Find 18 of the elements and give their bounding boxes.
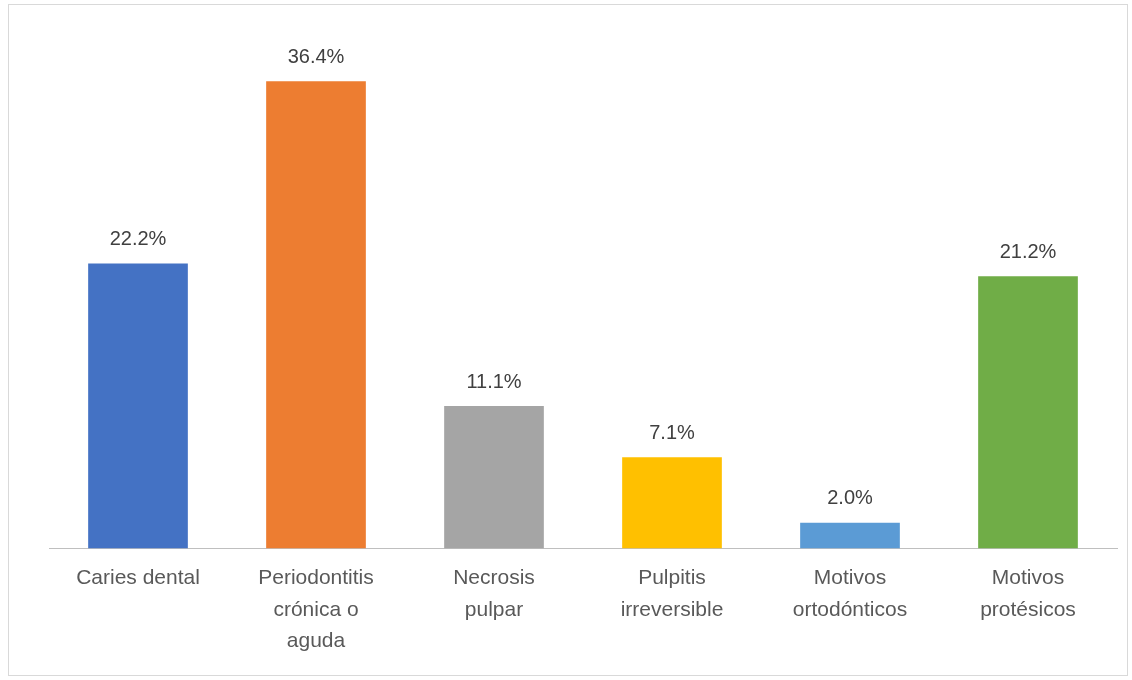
x-tick-label: Periodontitis crónica o aguda	[258, 565, 374, 652]
data-label: 36.4%	[287, 44, 345, 67]
data-label: 11.1%	[466, 369, 522, 392]
x-tick-label: Pulpitis irreversible	[620, 565, 724, 620]
x-tick-label: Motivos protésicos	[980, 565, 1076, 620]
data-label: 2.0%	[827, 486, 874, 509]
bar	[622, 457, 722, 549]
data-label: 7.1%	[649, 420, 696, 443]
x-tick-label: Necrosis pulpar	[453, 565, 535, 620]
data-label: 22.2%	[109, 227, 167, 250]
data-label: 21.2%	[999, 239, 1057, 262]
bar	[266, 81, 366, 549]
bar	[88, 263, 188, 549]
bar	[800, 522, 900, 549]
x-tick-label: Motivos ortodónticos	[792, 565, 908, 620]
bar	[978, 276, 1078, 549]
x-tick-label: Caries dental	[76, 565, 200, 589]
bar	[444, 406, 544, 549]
